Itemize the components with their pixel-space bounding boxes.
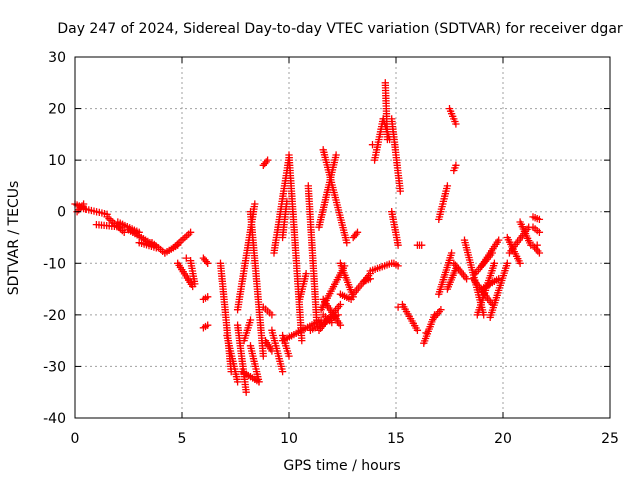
data-point [343,239,351,247]
data-point [302,269,310,278]
y-tick-label: 10 [48,153,66,169]
data-point [191,280,199,288]
chart-title: Day 247 of 2024, Sidereal Day-to-day VTE… [57,21,623,37]
data-point [268,311,276,319]
data-point [533,241,541,249]
plot-frame [74,56,611,419]
x-tick-label: 25 [601,431,619,447]
y-tick-label: 30 [48,50,66,66]
y-tick-label: 20 [48,102,66,118]
data-point [396,187,404,195]
data-point [452,120,460,128]
data-point [490,259,499,267]
data-point [443,182,452,190]
data-point [263,156,272,164]
data-point [535,215,544,224]
data-marks [71,79,544,396]
x-tick-label: 0 [71,431,80,447]
x-tick-label: 10 [280,431,298,447]
data-point [120,228,128,236]
y-tick-label: -40 [43,411,66,427]
data-point [535,228,544,236]
data-point [182,254,190,262]
data-point [255,378,263,386]
data-point [383,135,392,144]
data-point [246,316,255,324]
data-point [242,388,250,396]
data-point [394,241,402,249]
data-point [535,249,544,257]
data-point [437,306,445,314]
data-point [394,303,402,311]
data-point [413,326,422,334]
data-point [251,200,259,208]
y-axis-label: SDTVAR / TECUs [6,181,22,296]
data-point [353,228,362,236]
data-point [285,352,293,360]
data-point [503,259,511,267]
data-point [278,367,287,376]
data-point [462,275,471,283]
y-tick-label: -20 [43,308,66,324]
data-point [298,336,306,345]
y-tick-label: 0 [57,205,66,221]
data-point [259,352,267,360]
data-point [394,262,402,270]
data-point [204,259,212,267]
data-point [332,151,340,159]
data-point [186,228,195,236]
data-point [328,318,336,327]
data-point [447,249,456,257]
x-tick-label: 15 [387,431,405,447]
x-axis-label: GPS time / hours [283,458,400,474]
data-point [233,378,242,386]
data-point [480,311,488,319]
y-tick-label: -10 [43,256,66,272]
data-point [366,275,374,283]
data-point [204,321,212,329]
x-tick-label: 20 [494,431,512,447]
data-point [495,275,503,283]
data-point [452,161,460,169]
axis-ticks: 0 5 10 15 20 25 -40 -30 -20 -10 0 10 20 30 [43,50,619,447]
data-point [368,141,377,149]
data-point [118,223,126,231]
x-tick-label: 5 [178,431,187,447]
data-point [204,293,212,301]
data-point [336,300,345,309]
data-point [516,259,524,267]
data-point [418,241,426,249]
data-point [422,329,430,337]
data-point [495,236,503,244]
data-point [336,321,345,329]
y-tick-label: -30 [43,359,66,375]
